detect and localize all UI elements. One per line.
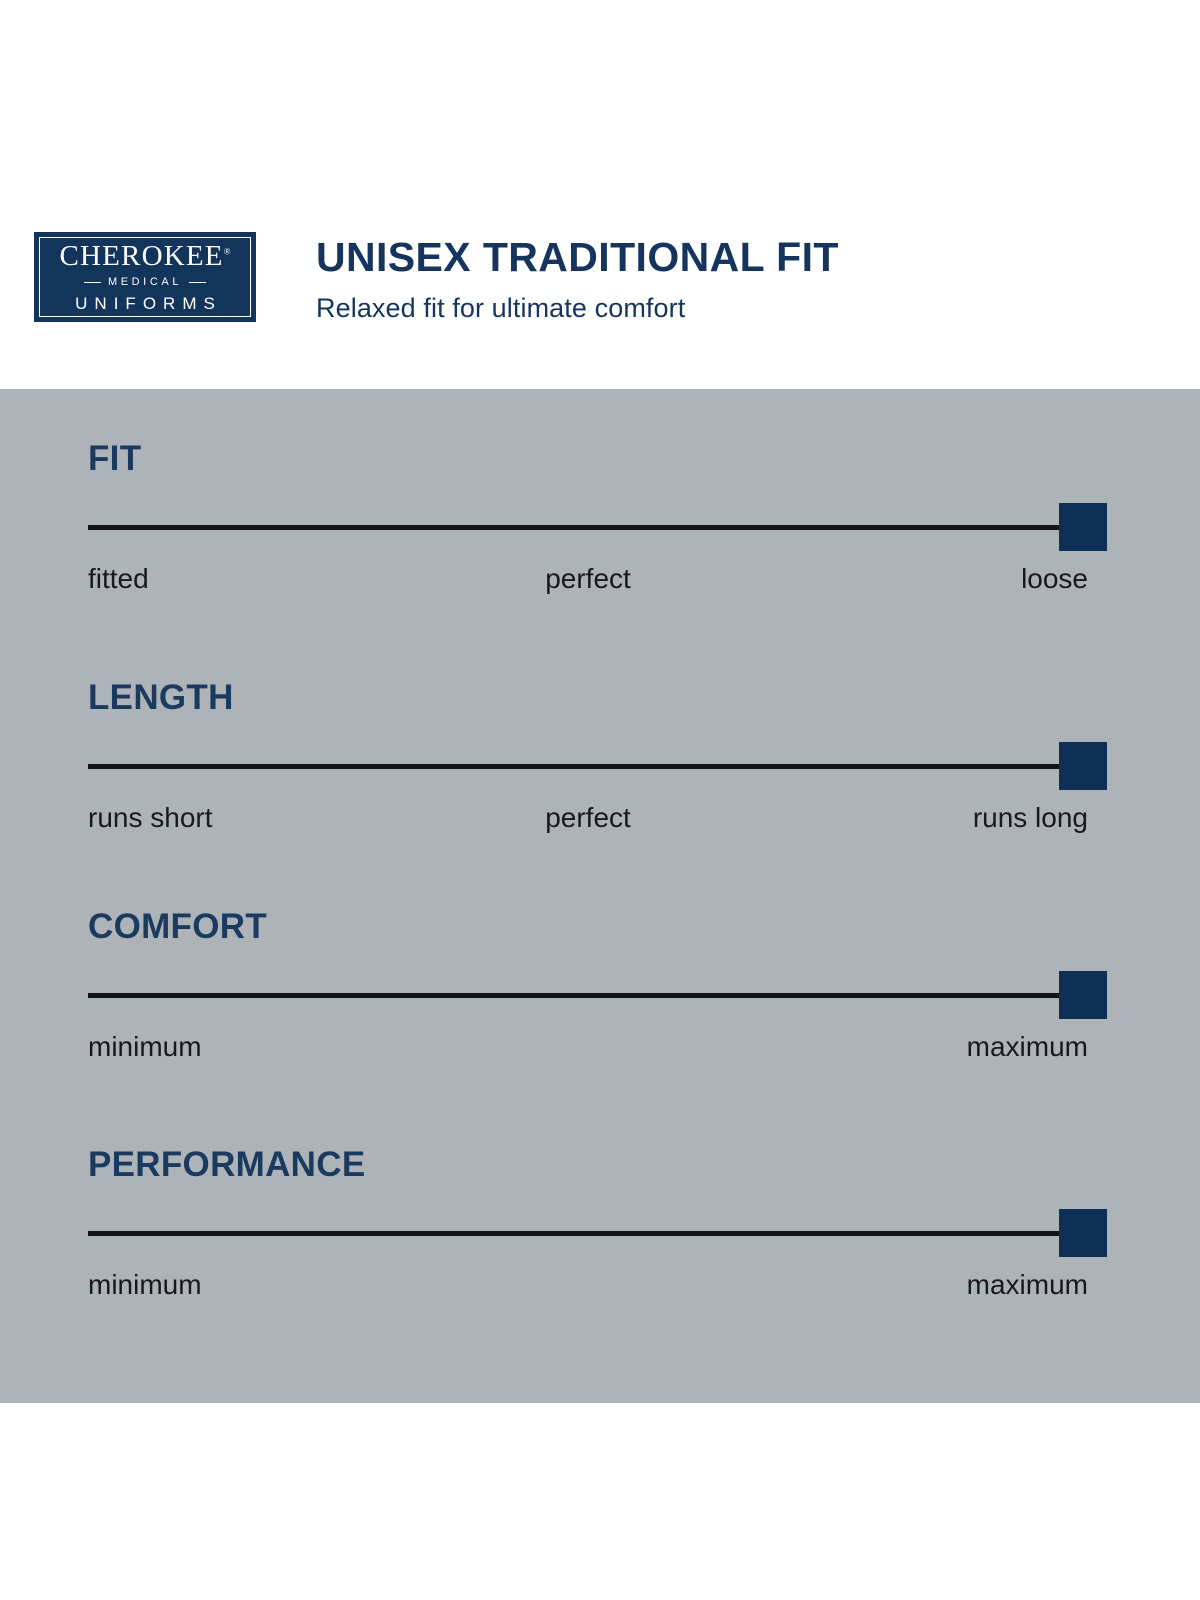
scale-labels-length: runs short perfect runs long [88,802,1088,836]
scale-label-min-comfort: minimum [88,1031,202,1062]
scale-track-comfort [88,992,1059,998]
scale-label-min-performance: minimum [88,1269,202,1300]
scale-labels-fit: fitted perfect loose [88,563,1088,597]
scale-track-performance [88,1230,1059,1236]
scale-track-length [88,763,1059,769]
page-title: UNISEX TRADITIONAL FIT [316,234,839,280]
scale-slider-fit[interactable] [88,503,1107,551]
scale-label-max-fit: loose [1021,563,1088,594]
scale-label-max-performance: maximum [966,1269,1088,1300]
scale-title-comfort: COMFORT [88,907,268,946]
scale-marker-performance[interactable] [1059,1209,1107,1257]
scale-label-max-length: runs long [972,802,1088,833]
logo-medical-text: MEDICAL [107,276,183,288]
scale-marker-fit[interactable] [1059,503,1107,551]
logo-brand-text: CHEROKEE [59,240,224,272]
header: CHEROKEE® MEDICAL UNIFORMS UNISEX TRADIT… [0,0,1200,389]
logo-rule-right-icon [189,281,207,284]
scale-marker-comfort[interactable] [1059,971,1107,1019]
scale-title-fit: FIT [88,439,142,478]
scale-marker-length[interactable] [1059,742,1107,790]
scale-label-max-comfort: maximum [966,1031,1088,1062]
scale-label-mid-fit: perfect [545,563,631,594]
logo-inner-border: CHEROKEE® MEDICAL UNIFORMS [39,237,251,317]
cherokee-logo: CHEROKEE® MEDICAL UNIFORMS [34,232,256,322]
scale-labels-performance: minimum maximum [88,1269,1088,1303]
fit-scales-panel: FIT fitted perfect loose LENGTH runs sho… [0,389,1200,1403]
page-subtitle: Relaxed fit for ultimate comfort [316,293,686,323]
scale-slider-length[interactable] [88,742,1107,790]
logo-uniforms-text: UNIFORMS [75,294,222,313]
scale-track-fit [88,524,1059,530]
scale-label-min-length: runs short [88,802,213,833]
scale-slider-comfort[interactable] [88,971,1107,1019]
logo-rule-left-icon [83,281,101,284]
scale-title-length: LENGTH [88,678,234,717]
scale-labels-comfort: minimum maximum [88,1031,1088,1065]
scale-title-performance: PERFORMANCE [88,1145,366,1184]
scale-label-min-fit: fitted [88,563,149,594]
scale-slider-performance[interactable] [88,1209,1107,1257]
registered-trademark-icon: ® [223,246,231,257]
logo-brand-name: CHEROKEE® [59,242,230,271]
logo-medical-row: MEDICAL [83,276,207,288]
scale-label-mid-length: perfect [545,802,631,833]
